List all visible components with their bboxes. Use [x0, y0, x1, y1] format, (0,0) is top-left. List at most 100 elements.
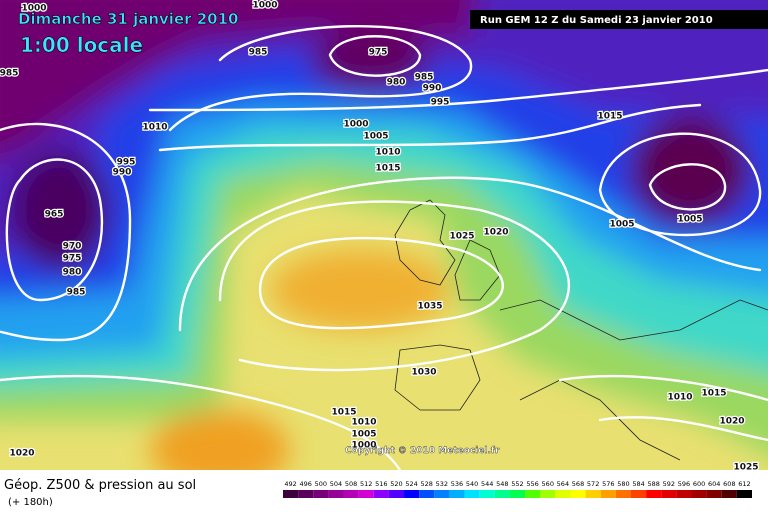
- scale-swatch: [540, 490, 556, 498]
- scale-swatch: [358, 490, 374, 498]
- scale-label: 504: [330, 480, 342, 488]
- scale-label: 568: [572, 480, 584, 488]
- isobar-label: 1010: [351, 418, 376, 428]
- scale-swatch: [600, 490, 616, 498]
- scale-label: 608: [723, 480, 735, 488]
- scale-swatch: [706, 490, 722, 498]
- isobar-label: 980: [387, 78, 406, 88]
- isobar-label: 1015: [331, 408, 356, 418]
- isobar-label: 970: [63, 242, 82, 252]
- isobar-label: 975: [63, 254, 82, 264]
- scale-swatch: [691, 490, 707, 498]
- scale-swatch: [373, 490, 389, 498]
- scale-swatch: [388, 490, 405, 498]
- isobar-label: 1010: [667, 393, 692, 403]
- isobar-label: 1010: [142, 123, 167, 133]
- copyright: Copyright © 2010 Meteociel.fr: [345, 446, 500, 456]
- scale-swatch: [464, 490, 480, 498]
- scale-label: 528: [421, 480, 433, 488]
- isobar-label: 1015: [375, 164, 400, 174]
- isobar-label: 1015: [597, 112, 622, 122]
- legend-subtitle: (+ 180h): [8, 497, 53, 508]
- scale-swatch: [479, 490, 495, 498]
- isobar-label: 1005: [363, 132, 388, 142]
- isobar-label: 1005: [351, 430, 376, 440]
- isobar-label: 995: [117, 158, 136, 168]
- scale-swatch: [328, 490, 344, 498]
- isobar-label: 980: [63, 268, 82, 278]
- scale-label: 612: [738, 480, 750, 488]
- isobar-label: 995: [431, 98, 450, 108]
- scale-swatch: [661, 490, 677, 498]
- legend-title: Géop. Z500 & pression au sol: [4, 478, 196, 493]
- scale-label: 508: [345, 480, 357, 488]
- isobar-label: 990: [423, 84, 442, 94]
- isobars: [0, 25, 768, 470]
- scale-swatch: [298, 490, 314, 498]
- isobar-label: 1025: [733, 463, 758, 473]
- scale-swatch: [283, 490, 299, 498]
- scale-swatch: [721, 490, 737, 498]
- isobar-label: 1020: [9, 449, 34, 459]
- isobar-label: 1015: [701, 389, 726, 399]
- scale-label: 496: [299, 480, 311, 488]
- scale-label: 524: [405, 480, 417, 488]
- scale-label: 512: [360, 480, 372, 488]
- scale-label: 564: [557, 480, 569, 488]
- isobar-label: 975: [369, 48, 388, 58]
- scale-label: 548: [496, 480, 508, 488]
- isobar-label: 1010: [375, 148, 400, 158]
- scale-label: 572: [587, 480, 599, 488]
- isobar-label: 985: [67, 288, 86, 298]
- scale-swatch: [630, 490, 647, 498]
- scale-swatch: [434, 490, 450, 498]
- scale-swatch: [646, 490, 662, 498]
- scale-label: 588: [647, 480, 659, 488]
- scale-swatch: [570, 490, 586, 498]
- isobar-label: 1000: [343, 120, 368, 130]
- scale-swatch: [419, 490, 435, 498]
- isobar-label: 1025: [449, 232, 474, 242]
- isobar-label: 1005: [609, 220, 634, 230]
- isobar-label: 1000: [21, 4, 46, 14]
- isobar-label: 985: [415, 73, 434, 83]
- scale-label: 532: [436, 480, 448, 488]
- isobar-label: 1020: [483, 228, 508, 238]
- scale-label: 604: [708, 480, 720, 488]
- isobar-label: 990: [113, 168, 132, 178]
- scale-label: 596: [678, 480, 690, 488]
- scale-label: 492: [284, 480, 296, 488]
- scale-label: 540: [466, 480, 478, 488]
- isobar-label: 985: [249, 48, 268, 58]
- scale-swatch: [585, 490, 601, 498]
- scale-swatch: [736, 490, 752, 498]
- scale-label: 536: [451, 480, 463, 488]
- color-scale: 492 496 500 504 508 512 516 520 524 528 532 536 540 5…: [283, 480, 752, 498]
- isobar-label: 965: [45, 210, 64, 220]
- scale-label: 592: [663, 480, 675, 488]
- isobar-label: 1000: [252, 1, 277, 11]
- isobar-label: 1005: [677, 215, 702, 225]
- scale-swatch: [615, 490, 631, 498]
- scale-label: 580: [617, 480, 629, 488]
- isobar-label: 1020: [719, 417, 744, 427]
- scale-swatch: [676, 490, 692, 498]
- scale-label: 556: [526, 480, 538, 488]
- isobar-label: 985: [0, 69, 18, 79]
- scale-label: 584: [632, 480, 644, 488]
- run-box: [470, 10, 768, 29]
- scale-label: 560: [542, 480, 554, 488]
- scale-label: 552: [511, 480, 523, 488]
- scale-swatch: [449, 490, 465, 498]
- run: Run GEM 12 Z du Samedi 23 janvier 2010: [480, 15, 713, 26]
- isobar-label: 1035: [417, 302, 442, 312]
- scale-swatch: [313, 490, 329, 498]
- date: Dimanche 31 janvier 2010: [18, 10, 239, 28]
- isobar-label: 1000: [351, 441, 376, 451]
- scale-label: 500: [315, 480, 327, 488]
- isobar-label: 1030: [411, 368, 436, 378]
- scale-swatch: [509, 490, 526, 498]
